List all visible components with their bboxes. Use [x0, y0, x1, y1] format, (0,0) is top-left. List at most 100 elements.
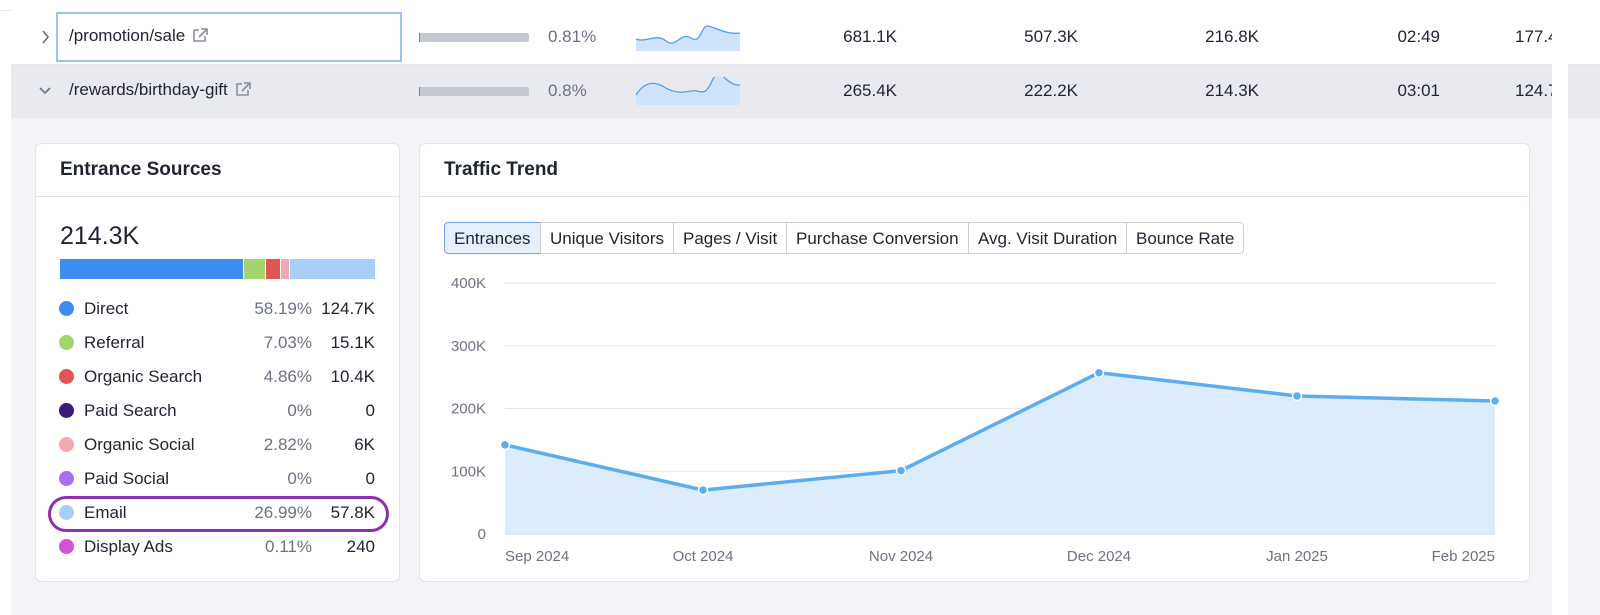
- source-name: Paid Search: [84, 401, 177, 420]
- source-count: 6K: [354, 435, 375, 454]
- chevron-icon: [39, 87, 51, 95]
- source-segment: [243, 259, 266, 279]
- x-tick-label: Oct 2024: [673, 548, 734, 565]
- card-title: Entrance Sources: [60, 159, 222, 180]
- external-link-icon[interactable]: [228, 80, 252, 99]
- x-tick-label: Nov 2024: [869, 548, 933, 565]
- sparkline: [635, 73, 741, 105]
- sparkline: [635, 23, 741, 51]
- source-share: 0.11%: [265, 537, 312, 556]
- metric: 177.4: [1515, 27, 1555, 46]
- source-count: 10.4K: [330, 367, 375, 386]
- source-segment: [281, 259, 290, 279]
- path-box-focus: [56, 12, 402, 62]
- expand-toggle[interactable]: [36, 80, 54, 102]
- chevron-icon: [42, 30, 50, 44]
- legend-dot: [59, 403, 74, 418]
- source-name: Paid Social: [84, 469, 170, 488]
- source-name: Display Ads: [84, 537, 173, 556]
- point: [1291, 390, 1303, 402]
- point: [1489, 395, 1501, 407]
- email-highlight: [48, 496, 389, 532]
- point: [499, 439, 511, 451]
- legend-dot: [59, 539, 74, 554]
- source-share: 0%: [287, 401, 312, 420]
- source-name: Referral: [84, 333, 145, 352]
- card-title: Traffic Trend: [444, 159, 559, 180]
- source-share: 2.82%: [263, 435, 312, 454]
- area: [505, 372, 1495, 534]
- y-tick-label: 0: [478, 526, 486, 543]
- source-segment: [290, 259, 375, 279]
- metric: 216.8K: [1205, 27, 1259, 46]
- tab[interactable]: Purchase Conversion: [786, 222, 969, 254]
- tab[interactable]: Unique Visitors: [540, 222, 675, 254]
- legend-dot: [59, 335, 74, 350]
- source-share: 26.99%: [254, 503, 312, 522]
- source-count: 124.7K: [321, 299, 375, 318]
- source-share: 58.19%: [254, 299, 312, 318]
- metric: 507.3K: [1024, 27, 1078, 46]
- share-label: 0.8%: [548, 81, 587, 100]
- legend-dot: [59, 471, 74, 486]
- metric: 02:49: [1397, 27, 1440, 46]
- y-tick-label: 100K: [451, 463, 486, 480]
- source-count: 57.8K: [330, 503, 375, 522]
- legend-dot: [59, 301, 74, 316]
- row: [11, 10, 1600, 65]
- point: [895, 465, 907, 476]
- x-tick-label: Jan 2025: [1266, 548, 1328, 565]
- line: [504, 370, 1496, 492]
- tab-bar: Entrances Unique Visitors Pages / Visit Pur…: [444, 222, 1344, 254]
- page-link[interactable]: /rewards/birthday-gift: [69, 80, 252, 100]
- source-count: 0: [365, 469, 375, 488]
- share-fill: [419, 33, 420, 42]
- sources-card: Entrance Sources 214.3K: [35, 143, 400, 582]
- y-tick-label: 400K: [451, 275, 486, 292]
- point: [697, 484, 709, 496]
- row-selected: [11, 65, 1600, 118]
- metric: 03:01: [1397, 81, 1440, 100]
- source-share: 4.86%: [263, 367, 312, 386]
- x-tick-label: Sep 2024: [505, 548, 569, 565]
- source-name: Organic Social: [84, 435, 195, 454]
- source-name: Organic Search: [84, 367, 203, 386]
- tab[interactable]: Bounce Rate: [1126, 222, 1245, 254]
- metric: 681.1K: [843, 27, 897, 46]
- legend-dot: [59, 437, 74, 452]
- tab[interactable]: Entrances: [444, 222, 541, 254]
- divider: [420, 196, 1529, 197]
- trend-chart: 0 100K 200K 300K 400K Sep 2024 Oct 2024 Nov 202…: [451, 275, 1501, 565]
- metric: 265.4K: [843, 81, 897, 100]
- metric: 214.3K: [1205, 81, 1259, 100]
- share-label: 0.81%: [548, 27, 597, 46]
- y-tick-label: 300K: [451, 338, 486, 355]
- x-tick-label: Feb 2025: [1432, 548, 1495, 565]
- share-fill: [419, 87, 420, 96]
- share-track: [419, 87, 529, 96]
- metric: 222.2K: [1024, 81, 1078, 100]
- x-tick-label: Dec 2024: [1067, 548, 1131, 565]
- source-share: 0%: [287, 469, 312, 488]
- page-link[interactable]: /promotion/sale: [69, 26, 209, 46]
- source-name: Email: [84, 503, 127, 522]
- y-tick-label: 200K: [451, 401, 486, 418]
- metric: 124.7: [1515, 81, 1555, 100]
- source-share: 7.03%: [263, 333, 312, 352]
- source-count: 15.1K: [330, 333, 375, 352]
- source-count: 0: [365, 401, 375, 420]
- tab[interactable]: Avg. Visit Duration: [968, 222, 1128, 254]
- legend-dot: [59, 505, 74, 520]
- legend-dot: [59, 369, 74, 384]
- scrollbar: [1552, 0, 1568, 615]
- tab[interactable]: Pages / Visit: [673, 222, 788, 254]
- expand-toggle[interactable]: [36, 26, 54, 48]
- divider: [36, 196, 399, 197]
- source-segment: [60, 259, 243, 279]
- source-name: Direct: [84, 299, 129, 318]
- source-segment: [266, 259, 281, 279]
- total: 214.3K: [60, 222, 140, 250]
- external-link-icon[interactable]: [185, 26, 209, 45]
- share-track: [419, 33, 529, 42]
